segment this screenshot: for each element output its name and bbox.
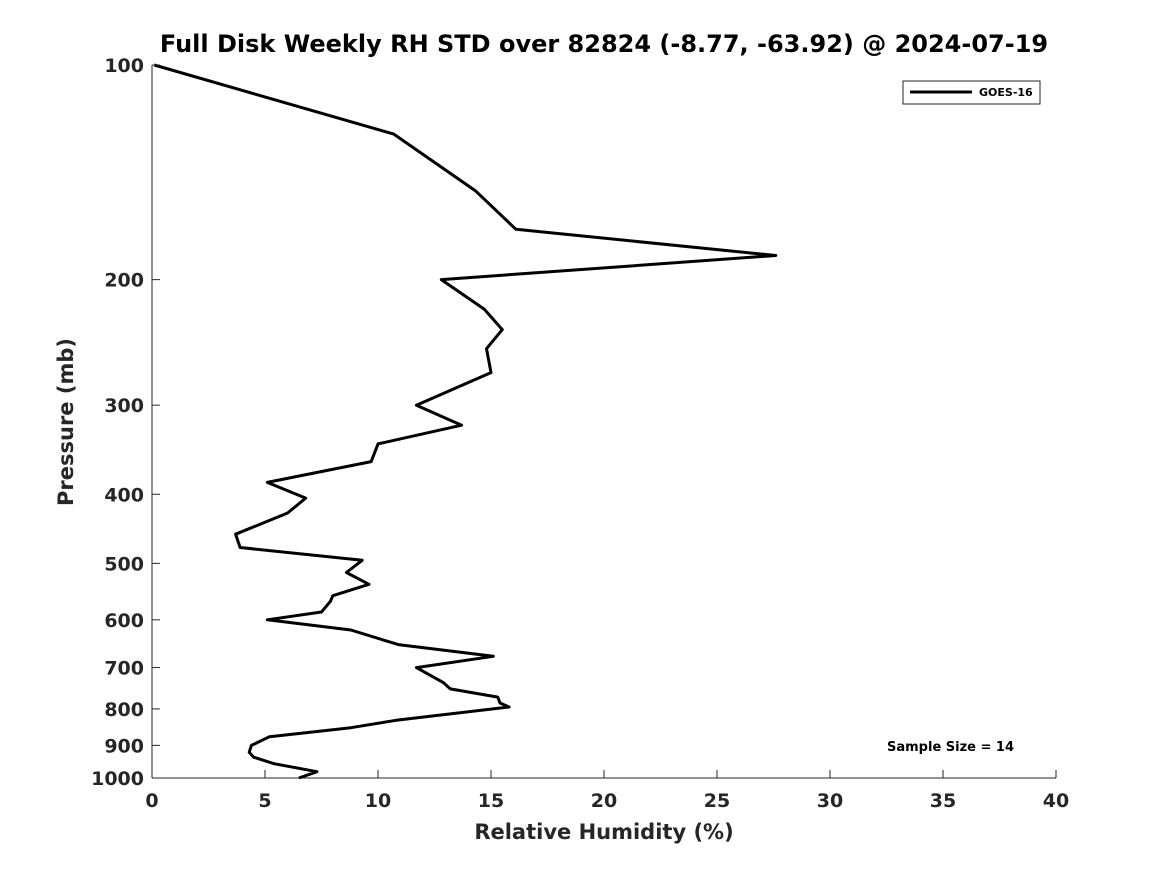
x-axis-label: Relative Humidity (%) [474, 820, 733, 844]
plot-area [151, 63, 1056, 780]
y-axis-label: Pressure (mb) [54, 338, 78, 506]
x-tick-label: 30 [817, 790, 843, 812]
series-line-goes-16 [153, 63, 778, 780]
x-tick-label: 5 [258, 790, 271, 812]
x-tick-label: 15 [478, 790, 504, 812]
legend: GOES-16 [902, 80, 1041, 105]
x-tick-label: 10 [365, 790, 391, 812]
chart-title: Full Disk Weekly RH STD over 82824 (-8.7… [160, 30, 1048, 58]
y-tick-label: 900 [104, 735, 144, 757]
y-tick-label: 500 [104, 553, 144, 575]
y-tick-label: 600 [104, 610, 144, 632]
x-tick-label: 25 [704, 790, 730, 812]
y-tick-label: 1000 [91, 768, 144, 790]
y-tick-label: 100 [104, 55, 144, 77]
x-tick-label: 0 [145, 790, 158, 812]
y-axis: 100 200 300 400 500 600 700 800 900 1000 [91, 55, 160, 790]
y-tick-label: 800 [104, 699, 144, 721]
x-tick-label: 40 [1043, 790, 1069, 812]
x-tick-label: 35 [930, 790, 956, 812]
x-tick-label: 20 [591, 790, 617, 812]
y-tick-label: 400 [104, 484, 144, 506]
x-axis: 0 5 10 15 20 25 30 35 40 [145, 770, 1069, 812]
y-tick-label: 200 [104, 270, 144, 292]
y-tick-label: 300 [104, 395, 144, 417]
legend-label: GOES-16 [979, 86, 1033, 99]
y-tick-label: 700 [104, 658, 144, 680]
sample-size-annotation: Sample Size = 14 [887, 740, 1014, 755]
